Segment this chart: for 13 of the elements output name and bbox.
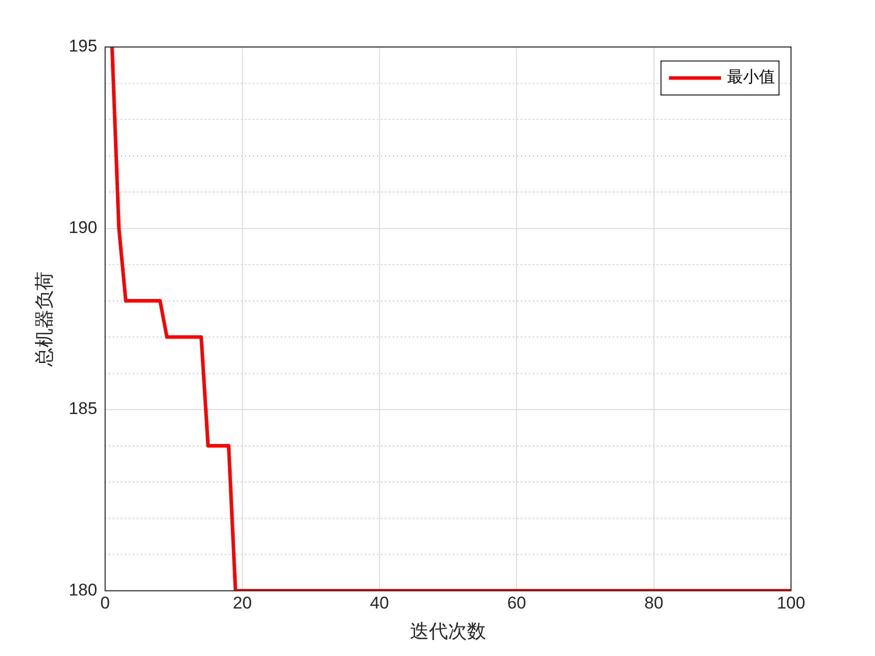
x-tick-label: 60	[507, 594, 526, 613]
x-tick-label: 80	[644, 594, 664, 613]
x-tick-label: 20	[232, 594, 252, 613]
x-tick-label: 100	[776, 594, 806, 613]
y-tick-label: 180	[68, 580, 98, 600]
y-tick-label: 185	[68, 399, 98, 418]
y-axis-title: 总机器负荷	[33, 271, 56, 368]
y-tick-label: 195	[68, 36, 98, 56]
legend-label: 最小值	[727, 67, 775, 86]
y-tick-label: 190	[68, 218, 98, 237]
x-tick-label: 0	[100, 594, 110, 613]
x-tick-label: 40	[370, 594, 389, 613]
x-axis-title: 迭代次数	[410, 620, 486, 643]
